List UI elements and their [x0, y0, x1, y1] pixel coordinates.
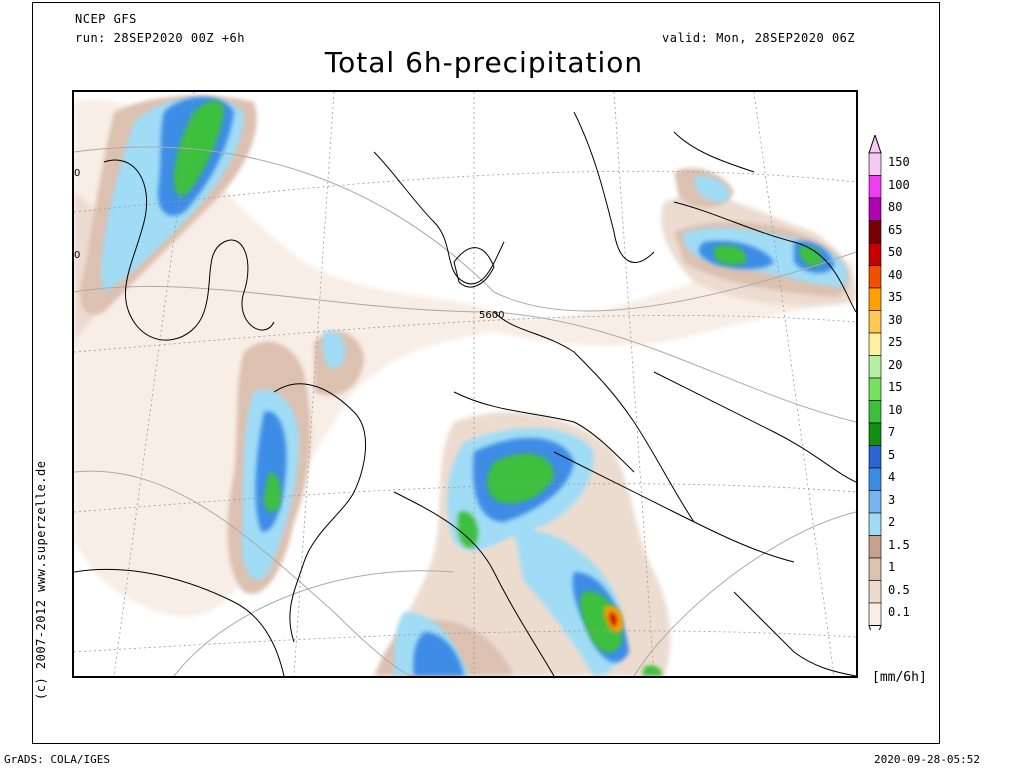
legend-swatch [868, 332, 882, 356]
valid-time-label: valid: Mon, 28SEP2020 06Z [662, 31, 856, 45]
copyright-label: (c) 2007-2012 www.superzelle.de [34, 460, 48, 700]
legend-swatch [868, 242, 882, 266]
legend-swatch [868, 175, 882, 199]
legend-label: 25 [888, 335, 903, 349]
legend-label: 20 [888, 357, 903, 372]
legend-swatch [868, 152, 882, 176]
legend-swatch [868, 265, 882, 289]
edge-label-bottom: 0 [74, 250, 80, 261]
legend-swatch [868, 220, 882, 244]
legend-label: 65 [888, 222, 903, 237]
legend-label: 10 [888, 402, 903, 417]
legend-units: [mm/6h] [872, 670, 927, 685]
legend-label: 5 [888, 447, 896, 462]
legend-label: 2 [888, 515, 896, 529]
color-legend: 150 100 80 65 50 40 35 30 25 20 15 10 7 5 4 3 2 1.5 1 0.5 0.… [868, 135, 958, 630]
contour-label: 5600 [479, 310, 504, 321]
run-label: run: 28SEP2020 00Z +6h [75, 31, 245, 45]
legend-swatch [868, 512, 882, 536]
legend-swatch [868, 602, 882, 626]
legend-label: 50 [888, 245, 903, 259]
legend-arrow-bottom [868, 625, 882, 630]
legend-colorbar [868, 135, 882, 630]
chart-title: Total 6h-precipitation [324, 46, 644, 79]
legend-label: 1.5 [888, 537, 910, 552]
legend-swatch [868, 535, 882, 559]
footer-right: 2020-09-28-05:52 [874, 753, 980, 766]
legend-swatch [868, 355, 882, 379]
model-label: NCEP GFS [75, 12, 137, 26]
plot-frame [32, 2, 940, 744]
legend-label: 0.5 [888, 582, 910, 597]
legend-swatch [868, 197, 882, 221]
legend-swatch [868, 557, 882, 581]
legend-arrow-top [868, 135, 882, 154]
footer-left: GrADS: COLA/IGES [4, 753, 110, 766]
precipitation-map: 5600 0 0 [72, 90, 858, 678]
legend-swatch [868, 490, 882, 514]
legend-label: 40 [888, 267, 903, 282]
legend-label: 3 [888, 492, 896, 507]
legend-label: 100 [888, 177, 910, 192]
edge-label-top: 0 [74, 168, 80, 179]
legend-swatch [868, 400, 882, 424]
legend-swatch [868, 422, 882, 446]
legend-swatch [868, 445, 882, 469]
map-svg: 5600 0 0 [74, 92, 856, 676]
legend-swatch [868, 287, 882, 311]
legend-label: 150 [888, 155, 910, 169]
legend-label: 35 [888, 290, 903, 304]
legend-label: 30 [888, 312, 903, 327]
legend-label: 4 [888, 470, 896, 484]
legend-label: 15 [888, 380, 903, 394]
legend-swatch [868, 580, 882, 604]
legend-label: 1 [888, 560, 896, 574]
legend-swatch [868, 377, 882, 401]
legend-label: 0.1 [888, 605, 910, 619]
legend-swatch [868, 467, 882, 491]
legend-label: 7 [888, 425, 896, 439]
legend-swatch [868, 310, 882, 334]
legend-label: 80 [888, 200, 903, 214]
